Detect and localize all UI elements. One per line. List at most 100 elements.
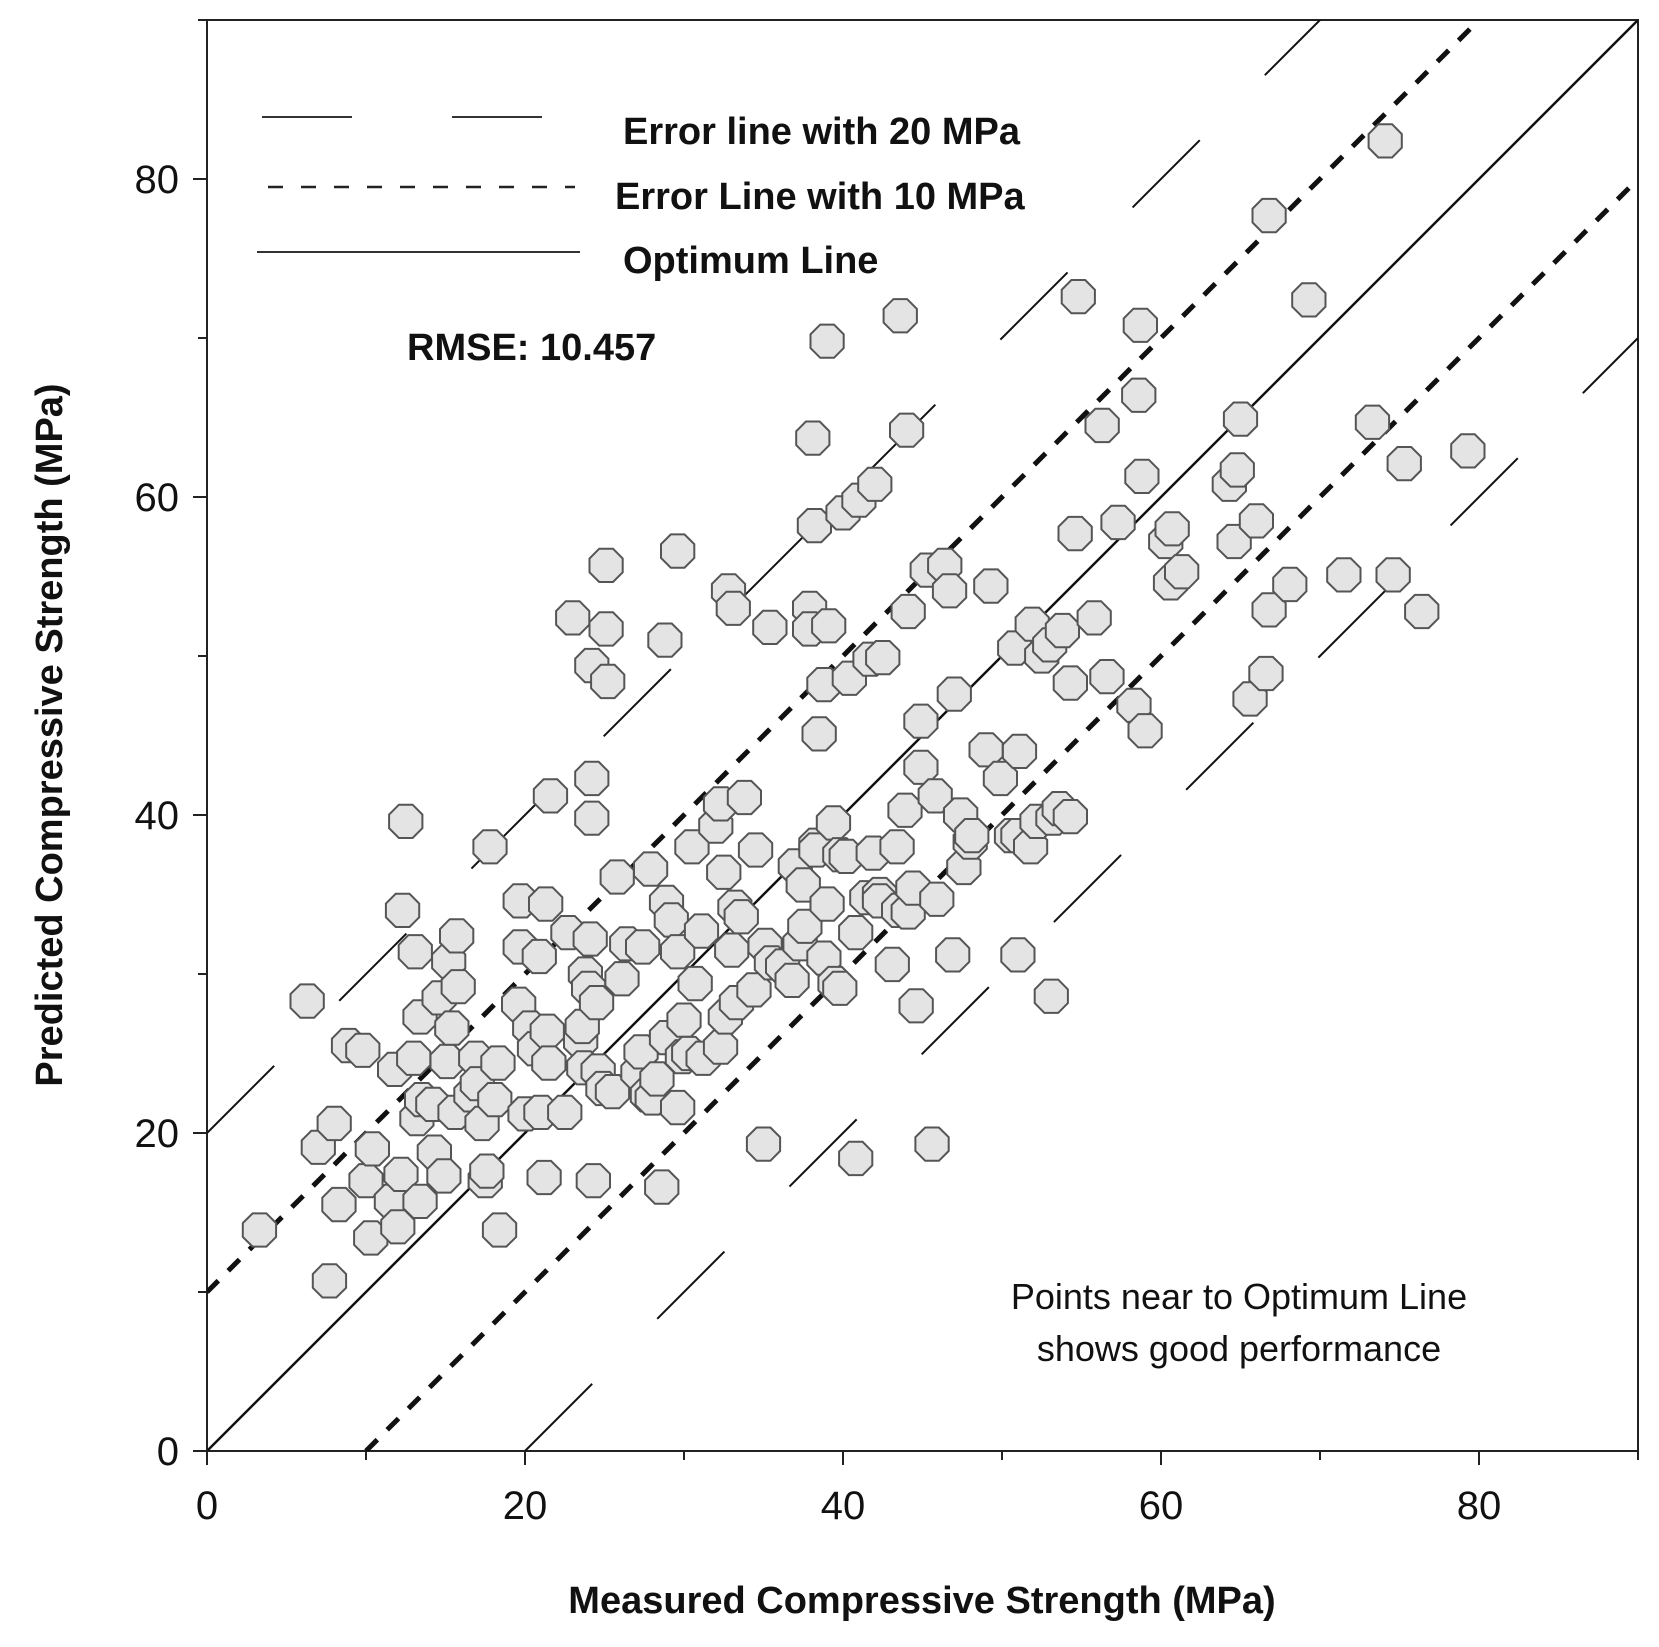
legend-label-error-10: Error Line with 10 MPa [615, 176, 1026, 218]
data-point [241, 1212, 278, 1248]
error-line-minus-20 [524, 337, 1638, 1451]
data-point [683, 913, 720, 949]
data-point [1367, 123, 1403, 159]
data-point [890, 593, 926, 630]
data-point [1001, 733, 1038, 769]
y-tick-label: 80 [135, 158, 180, 202]
data-point [1272, 566, 1308, 603]
data-point [774, 962, 810, 998]
data-point [1251, 197, 1287, 234]
x-tick-label: 0 [196, 1484, 218, 1528]
data-point [588, 611, 624, 647]
data-point [1052, 799, 1088, 835]
data-point [726, 779, 762, 816]
data-point [857, 466, 893, 502]
x-tick-label: 60 [1139, 1484, 1184, 1528]
data-point [1076, 600, 1112, 636]
data-point [529, 1013, 565, 1049]
x-axis-title: Measured Compressive Strength (MPa) [568, 1580, 1275, 1622]
y-tick-label: 60 [135, 476, 180, 520]
data-point [644, 1169, 680, 1205]
y-axis-title: Predicted Compressive Strength (MPa) [29, 383, 71, 1086]
y-tick-label: 20 [135, 1112, 180, 1156]
data-point [653, 902, 689, 938]
error-line-plus-20 [207, 20, 1321, 1134]
data-point [354, 1131, 390, 1167]
data-point [1044, 612, 1080, 649]
plot-frame [206, 19, 1639, 1452]
data-point [1124, 458, 1160, 494]
data-point [715, 590, 751, 626]
axes: 0 20 40 60 80 0 20 40 60 80 [135, 19, 1639, 1528]
data-point [578, 985, 615, 1021]
data-point [1248, 655, 1284, 692]
data-point [903, 703, 939, 739]
data-point [1084, 407, 1120, 444]
data-point [801, 716, 837, 752]
data-point [1326, 557, 1362, 593]
data-point [887, 792, 923, 828]
data-point [1291, 282, 1327, 318]
data-point [1122, 307, 1158, 343]
data-point [809, 323, 845, 359]
note-annotation-line-1: Points near to Optimum Line [1011, 1276, 1467, 1317]
x-tick-label: 20 [503, 1484, 548, 1528]
data-point [526, 1159, 562, 1196]
data-point [889, 412, 925, 448]
data-point [311, 1263, 348, 1299]
data-point [931, 573, 968, 609]
data-point [914, 1126, 950, 1162]
data-point [547, 1094, 583, 1130]
data-point [917, 778, 953, 814]
data-point [737, 832, 774, 868]
data-point [521, 938, 557, 975]
note-annotation-line-2: shows good performance [1037, 1328, 1441, 1369]
legend-label-optimum: Optimum Line [623, 240, 878, 282]
data-point [919, 881, 955, 917]
data-point [1375, 557, 1411, 593]
data-point [426, 1158, 462, 1194]
data-point [480, 1045, 516, 1081]
data-point [1219, 452, 1255, 488]
data-point [1100, 504, 1136, 541]
data-point [677, 965, 713, 1002]
data-point [666, 1002, 702, 1038]
rmse-annotation: RMSE: 10.457 [407, 327, 656, 369]
x-tick-label: 80 [1457, 1484, 1502, 1528]
data-point [702, 1029, 739, 1065]
data-point [745, 1126, 782, 1162]
data-point [838, 915, 874, 951]
data-point [402, 1183, 438, 1219]
data-point [469, 1153, 505, 1189]
data-point [396, 1040, 432, 1076]
data-point [752, 609, 788, 645]
data-point [1404, 593, 1440, 630]
data-point [1000, 937, 1036, 973]
data-point [898, 988, 934, 1024]
data-point [1052, 665, 1088, 701]
y-tick-label: 0 [157, 1430, 179, 1474]
data-point [874, 946, 910, 983]
data-point [1060, 279, 1096, 315]
data-point [1164, 554, 1200, 590]
data-point [647, 622, 683, 658]
data-point [316, 1105, 352, 1142]
data-point [714, 932, 750, 968]
data-point [954, 818, 990, 854]
data-point [785, 867, 821, 903]
data-point [383, 1156, 419, 1192]
data-point [575, 1163, 611, 1199]
data-point [590, 663, 626, 700]
data-point [397, 934, 433, 970]
data-point [936, 676, 972, 712]
data-point [706, 854, 742, 890]
data-points [241, 123, 1486, 1299]
data-point [865, 640, 901, 676]
data-point [532, 778, 569, 814]
data-point [838, 1140, 874, 1177]
data-point [811, 608, 847, 644]
data-point [348, 1163, 384, 1199]
error-line-minus-10 [364, 177, 1638, 1451]
legend-label-error-20: Error line with 20 MPa [623, 111, 1021, 153]
data-point [1033, 978, 1069, 1014]
